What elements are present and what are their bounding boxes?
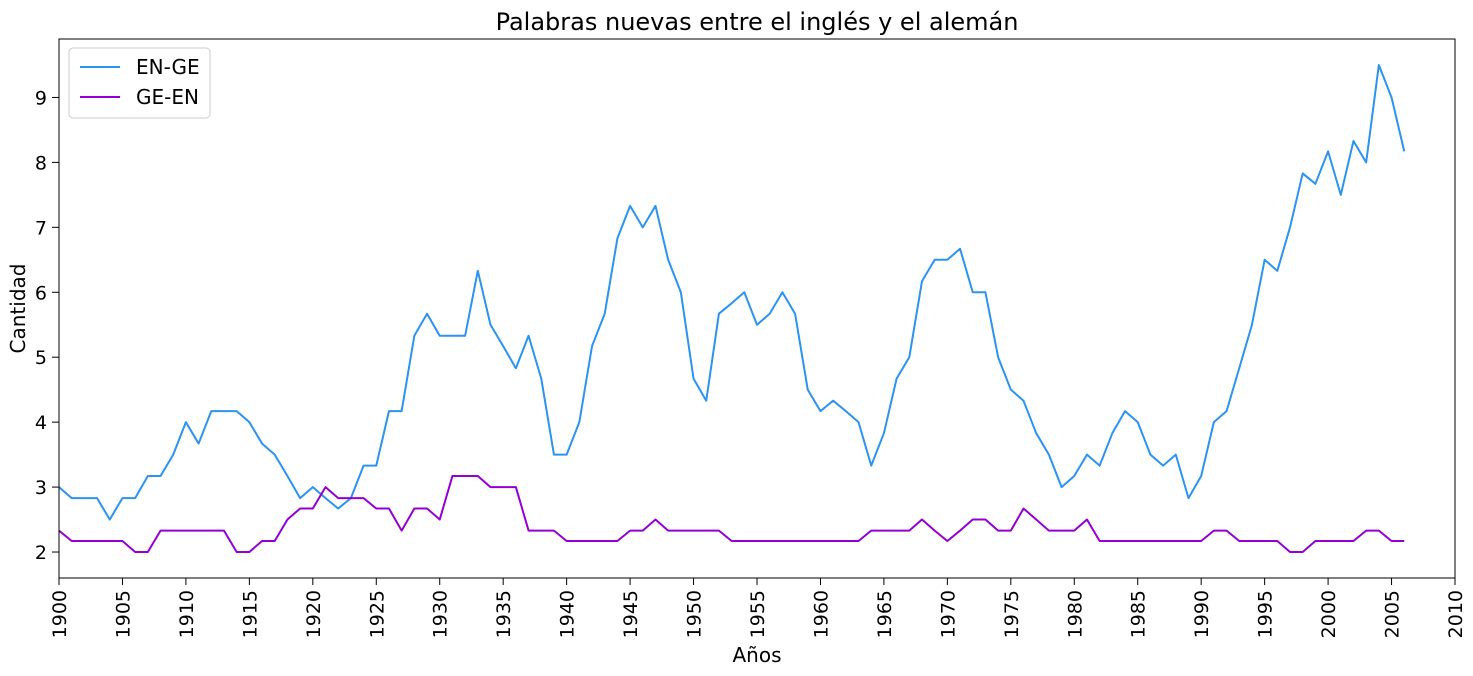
x-tick-label: 1915 — [239, 590, 261, 638]
y-tick-label: 8 — [35, 152, 47, 174]
x-tick-label: 1955 — [747, 590, 769, 638]
x-tick-label: 1970 — [937, 590, 959, 638]
x-tick-label: 1945 — [620, 590, 642, 638]
x-tick-label: 2010 — [1445, 590, 1467, 638]
x-tick-label: 1995 — [1255, 590, 1277, 638]
x-tick-label: 1985 — [1128, 590, 1150, 638]
y-axis: 2 3 4 5 6 7 8 9 — [35, 87, 59, 564]
x-tick-label: 1940 — [557, 590, 579, 638]
x-tick-label: 1930 — [430, 590, 452, 638]
x-tick-label: 1975 — [1001, 590, 1023, 638]
x-axis: 1900 1905 1910 1915 1920 1925 1930 1935 1940 1945… — [49, 578, 1467, 638]
x-tick-label: 1900 — [49, 590, 71, 638]
x-tick-label: 1905 — [112, 590, 134, 638]
x-tick-label: 2000 — [1318, 590, 1340, 638]
x-tick-label: 1910 — [176, 590, 198, 638]
x-tick-label: 1935 — [493, 590, 515, 638]
y-tick-label: 7 — [35, 217, 47, 239]
x-tick-label: 1990 — [1191, 590, 1213, 638]
legend: EN-GE GE-EN — [68, 47, 211, 119]
y-tick-label: 5 — [35, 347, 47, 369]
x-tick-label: 1920 — [303, 590, 325, 638]
legend-box — [68, 47, 211, 119]
x-tick-label: 1960 — [810, 590, 832, 638]
x-tick-label: 1980 — [1064, 590, 1086, 638]
x-tick-label: 1965 — [874, 590, 896, 638]
y-tick-label: 9 — [35, 87, 47, 109]
y-tick-label: 2 — [35, 542, 47, 564]
y-axis-title: Cantidad — [6, 264, 30, 354]
x-tick-label: 1925 — [366, 590, 388, 638]
plot-frame — [58, 38, 1456, 579]
x-tick-label: 2005 — [1382, 590, 1404, 638]
x-axis-title: Años — [732, 643, 781, 667]
x-tick-label: 1950 — [684, 590, 706, 638]
y-tick-label: 6 — [35, 282, 47, 304]
chart-title: Palabras nuevas entre el inglés y el ale… — [496, 8, 1019, 36]
series-line-en-ge — [58, 63, 1406, 521]
y-tick-label: 4 — [35, 412, 47, 434]
legend-label-ge-en: GE-EN — [136, 85, 199, 109]
series-line-ge-en — [58, 475, 1405, 554]
y-tick-label: 3 — [35, 477, 47, 499]
legend-label-en-ge: EN-GE — [136, 55, 200, 79]
